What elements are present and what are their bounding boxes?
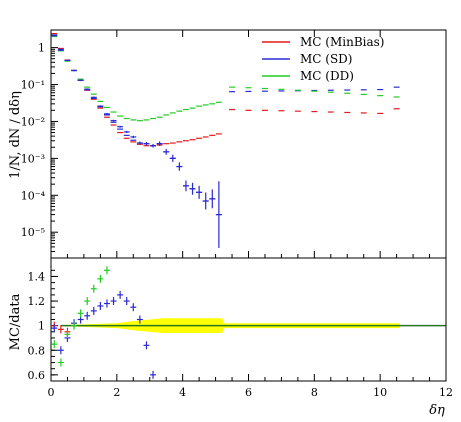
x-tick-label: 2 [113,386,120,399]
main-y-tick-label: 10⁻¹ [21,79,45,92]
x-tick-label: 0 [48,386,55,399]
main-panel: 1 10⁻¹ 10⁻² 10⁻³ 10⁻⁴ 10⁻⁵ [21,29,447,259]
x-tick-label: 12 [439,386,453,399]
x-tick-label: 6 [245,386,252,399]
ratio-y-tick-label: 1 [38,320,45,333]
ratio-y-tick-label: 0.6 [28,369,46,382]
x-tick-label: 8 [311,386,318,399]
main-y-tick-label: 10⁻⁴ [21,189,46,202]
ratio-panel: 0 2 4 6 8 10 12 0.6 0.8 1 1.2 1.4 [28,257,453,399]
x-tick-label: 10 [373,386,387,399]
legend-label-mc-minbias: MC (MinBias) [300,35,384,49]
legend: MC (MinBias) MC (SD) MC (DD) [262,35,384,83]
main-y-tick-label: 10⁻³ [21,152,45,165]
ratio-y-tick-label: 0.8 [28,344,46,357]
main-y-tick-label: 10⁻⁵ [21,226,45,239]
ratio-y-tick-label: 1.2 [28,295,46,308]
ratio-y-tick-label: 1.4 [28,270,46,283]
legend-label-mc-dd: MC (DD) [300,69,354,83]
ratio-y-axis-title: MC/data [8,293,23,350]
main-y-tick-label: 1 [38,42,45,55]
x-tick-label: 4 [179,386,186,399]
legend-label-mc-sd: MC (SD) [300,52,353,66]
main-plot-frame [50,29,447,259]
x-axis-title: δη [429,403,445,418]
main-y-tick-label: 10⁻² [21,115,45,128]
main-y-axis-title: 1/N, dN / dδη [8,91,23,179]
ratio-plot-frame [50,257,447,382]
